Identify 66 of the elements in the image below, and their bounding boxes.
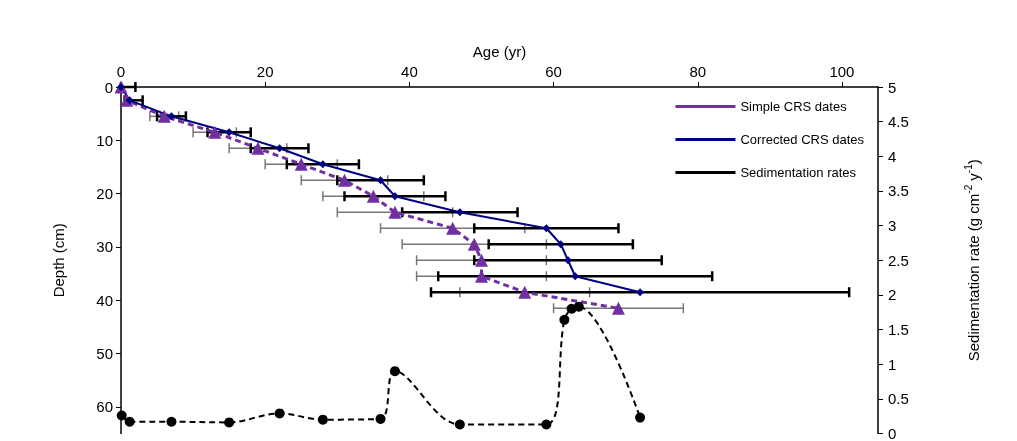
point [611,301,625,315]
point [635,412,646,423]
point [116,410,127,421]
y2-tick-label: 5 [888,78,897,96]
y-tick-label: 30 [96,238,113,256]
y-tick-label: 0 [104,78,113,96]
y-axis-title: Depth (cm) [50,223,67,298]
point [225,128,234,137]
point [474,253,488,267]
legend-label: Simple CRS dates [740,99,848,114]
point [556,240,565,249]
point [389,366,400,377]
y2-tick-label: 2.5 [888,251,909,269]
y-tick-label: 60 [96,398,113,416]
x-axis-title: Age (yr) [472,43,527,61]
y2-tick-label: 4.5 [888,113,909,131]
point [390,192,399,201]
point [294,157,308,171]
point [338,173,351,187]
x-tick-label: 0 [116,63,126,80]
y2-tick-label: 1.5 [888,321,909,339]
point [224,417,235,428]
x-tick-label: 40 [401,63,418,80]
point [573,301,584,312]
point [274,408,285,419]
y-tick-label: 40 [96,291,113,309]
point [388,205,402,219]
point [571,272,580,281]
point [636,288,645,297]
point [366,189,380,203]
y-tick-label: 10 [96,131,113,149]
y2-tick-label: 3.5 [888,182,909,200]
y2-tick-label: 2 [888,286,897,304]
y2-tick-label: 4 [888,147,897,165]
point [157,109,171,123]
point [317,414,328,425]
point [454,419,465,430]
point [208,125,222,139]
point [467,237,481,251]
x-tick-label: 100 [829,63,855,80]
point [518,285,532,299]
legend-label: Sedimentation rates [740,165,857,180]
point [318,160,327,169]
point [446,221,460,235]
point [275,144,284,153]
y2-tick-label: 3 [888,217,897,235]
point [167,112,176,121]
x-tick-label: 80 [689,63,707,80]
x-tick-label: 20 [256,63,274,80]
legend-label: Corrected CRS dates [740,132,865,147]
point [563,256,572,265]
point [166,416,177,427]
point [542,224,551,233]
point [376,176,385,185]
point [375,413,386,424]
point [251,141,265,155]
point [559,314,570,325]
y2-tick-label: 1 [888,355,897,373]
y-tick-label: 50 [96,345,113,363]
point [124,416,135,427]
point [541,419,552,430]
y-tick-label: 20 [96,185,113,203]
x-tick-label: 60 [545,63,562,80]
y2-tick-label: 0 [888,425,897,441]
point [455,208,464,217]
y2-tick-label: 0.5 [888,390,909,408]
